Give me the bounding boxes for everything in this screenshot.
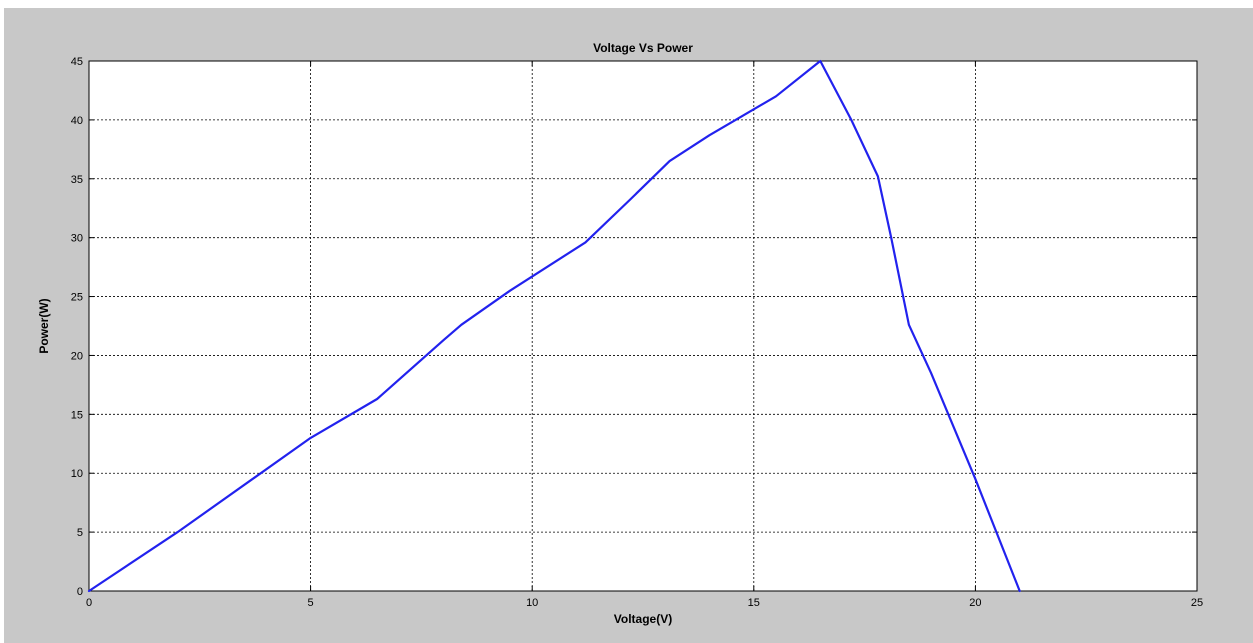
y-tick-label: 15 — [71, 409, 83, 421]
y-tick-label: 20 — [71, 350, 83, 362]
chart-title: Voltage Vs Power — [593, 41, 693, 55]
figure-background: 0 5 10 15 20 25 0 5 10 15 20 25 30 35 40 45 Voltage Vs … — [4, 8, 1253, 643]
x-axis-label: Voltage(V) — [614, 612, 672, 626]
y-tick-label: 30 — [71, 233, 83, 245]
series-group — [87, 59, 1021, 593]
y-tick-label: 45 — [71, 56, 83, 68]
y-tick-label: 0 — [77, 586, 83, 598]
y-tick-label: 40 — [71, 115, 83, 127]
x-tick-label: 0 — [86, 597, 92, 609]
axis-ticks: 0 5 10 15 20 25 0 5 10 15 20 25 30 35 40 45 — [71, 56, 1203, 609]
x-tick-label: 5 — [308, 597, 314, 609]
grid-lines — [89, 61, 1197, 591]
x-tick-label: 15 — [748, 597, 760, 609]
x-tick-label: 20 — [969, 597, 981, 609]
voltage-power-chart: 0 5 10 15 20 25 0 5 10 15 20 25 30 35 40 45 Voltage Vs … — [37, 41, 1203, 626]
x-tick-label: 25 — [1191, 597, 1203, 609]
plot-area — [88, 60, 1198, 592]
y-tick-label: 10 — [71, 468, 83, 480]
y-tick-label: 25 — [71, 292, 83, 304]
y-axis-label: Power(W) — [37, 298, 51, 353]
y-tick-label: 35 — [71, 174, 83, 186]
x-tick-label: 10 — [526, 597, 538, 609]
y-tick-label: 5 — [77, 527, 83, 539]
power-curve-line — [87, 59, 1021, 593]
